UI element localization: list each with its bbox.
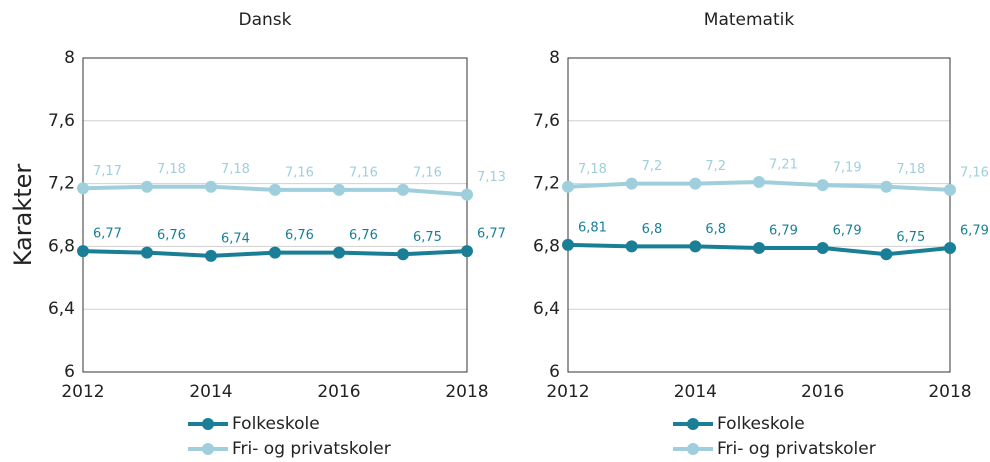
legend-marker: [202, 418, 214, 430]
series-point: [461, 188, 473, 201]
series-point: [205, 180, 217, 193]
series-point: [880, 180, 893, 193]
value-label: 6,76: [349, 228, 378, 243]
legend-marker: [687, 418, 699, 430]
series-point: [880, 248, 893, 261]
x-tick-label: 2014: [674, 382, 717, 402]
value-label: 7,18: [221, 162, 250, 177]
value-label: 7,16: [285, 165, 314, 180]
series-point: [333, 246, 345, 259]
series-point: [397, 183, 409, 196]
value-label: 6,75: [896, 230, 925, 245]
value-label: 6,79: [769, 223, 798, 238]
y-tick-label: 6,8: [533, 236, 560, 256]
x-tick-label: 2012: [61, 382, 104, 402]
series-point: [816, 241, 829, 254]
value-label: 6,8: [705, 222, 726, 237]
value-label: 6,76: [157, 228, 186, 243]
y-tick-label: 6,4: [48, 299, 75, 319]
series-point: [816, 179, 829, 192]
legend-marker: [687, 443, 699, 455]
x-tick-label: 2016: [317, 382, 360, 402]
series-point: [397, 248, 409, 261]
value-label: 7,16: [413, 165, 442, 180]
value-label: 7,18: [896, 162, 925, 177]
value-label: 6,77: [93, 227, 122, 242]
value-label: 6,76: [285, 228, 314, 243]
value-label: 7,21: [769, 158, 798, 173]
legend-label: Fri- og privatskoler: [232, 439, 391, 459]
series-point: [77, 182, 89, 195]
value-label: 6,8: [642, 222, 663, 237]
value-label: 7,13: [477, 170, 506, 185]
value-label: 7,19: [833, 161, 862, 176]
chart-title: Matematik: [704, 10, 795, 30]
series-point: [944, 183, 956, 196]
y-axis-label: Karakter: [9, 164, 37, 267]
y-tick-label: 6: [549, 362, 560, 382]
value-label: 6,75: [413, 230, 442, 245]
series-point: [625, 240, 638, 253]
plot-frame: [82, 57, 468, 373]
value-label: 6,79: [833, 223, 862, 238]
y-tick-label: 6,4: [533, 299, 560, 319]
value-label: 7,18: [578, 162, 607, 177]
legend-label: Folkeskole: [232, 414, 320, 434]
series-point: [689, 240, 702, 253]
series-point: [562, 238, 574, 251]
x-tick-label: 2016: [801, 382, 844, 402]
series-point: [205, 249, 217, 262]
y-tick-label: 8: [64, 48, 75, 68]
value-label: 7,16: [349, 165, 378, 180]
series-point: [753, 241, 765, 254]
legend-marker: [202, 443, 214, 455]
series-point: [141, 180, 153, 193]
value-label: 7,16: [960, 165, 989, 180]
legend-label: Folkeskole: [717, 414, 805, 434]
series-point: [141, 246, 153, 259]
value-label: 7,2: [642, 159, 663, 174]
x-tick-label: 2012: [546, 382, 589, 402]
value-label: 7,18: [157, 162, 186, 177]
y-tick-label: 6: [64, 362, 75, 382]
x-tick-label: 2018: [928, 382, 971, 402]
chart-title: Dansk: [239, 10, 292, 30]
y-tick-label: 6,8: [48, 236, 75, 256]
x-tick-label: 2014: [189, 382, 232, 402]
series-point: [944, 241, 956, 254]
series-point: [333, 183, 345, 196]
legend-label: Fri- og privatskoler: [717, 439, 876, 459]
plot-frame: [567, 57, 951, 373]
series-point: [269, 246, 281, 259]
series-point: [269, 183, 281, 196]
y-tick-label: 7,6: [48, 111, 75, 131]
value-label: 6,74: [221, 231, 250, 246]
x-tick-label: 2018: [445, 382, 488, 402]
y-tick-label: 7,2: [533, 174, 560, 194]
value-label: 6,79: [960, 223, 989, 238]
series-point: [562, 180, 574, 193]
series-point: [753, 176, 765, 189]
value-label: 6,77: [477, 227, 506, 242]
value-label: 7,17: [93, 164, 122, 179]
value-label: 7,2: [705, 159, 726, 174]
series-point: [77, 245, 89, 258]
series-point: [461, 245, 473, 258]
value-label: 6,81: [578, 220, 607, 235]
y-tick-label: 7,6: [533, 111, 560, 131]
series-point: [625, 177, 638, 190]
y-tick-label: 8: [549, 48, 560, 68]
y-tick-label: 7,2: [48, 174, 75, 194]
series-point: [689, 177, 702, 190]
